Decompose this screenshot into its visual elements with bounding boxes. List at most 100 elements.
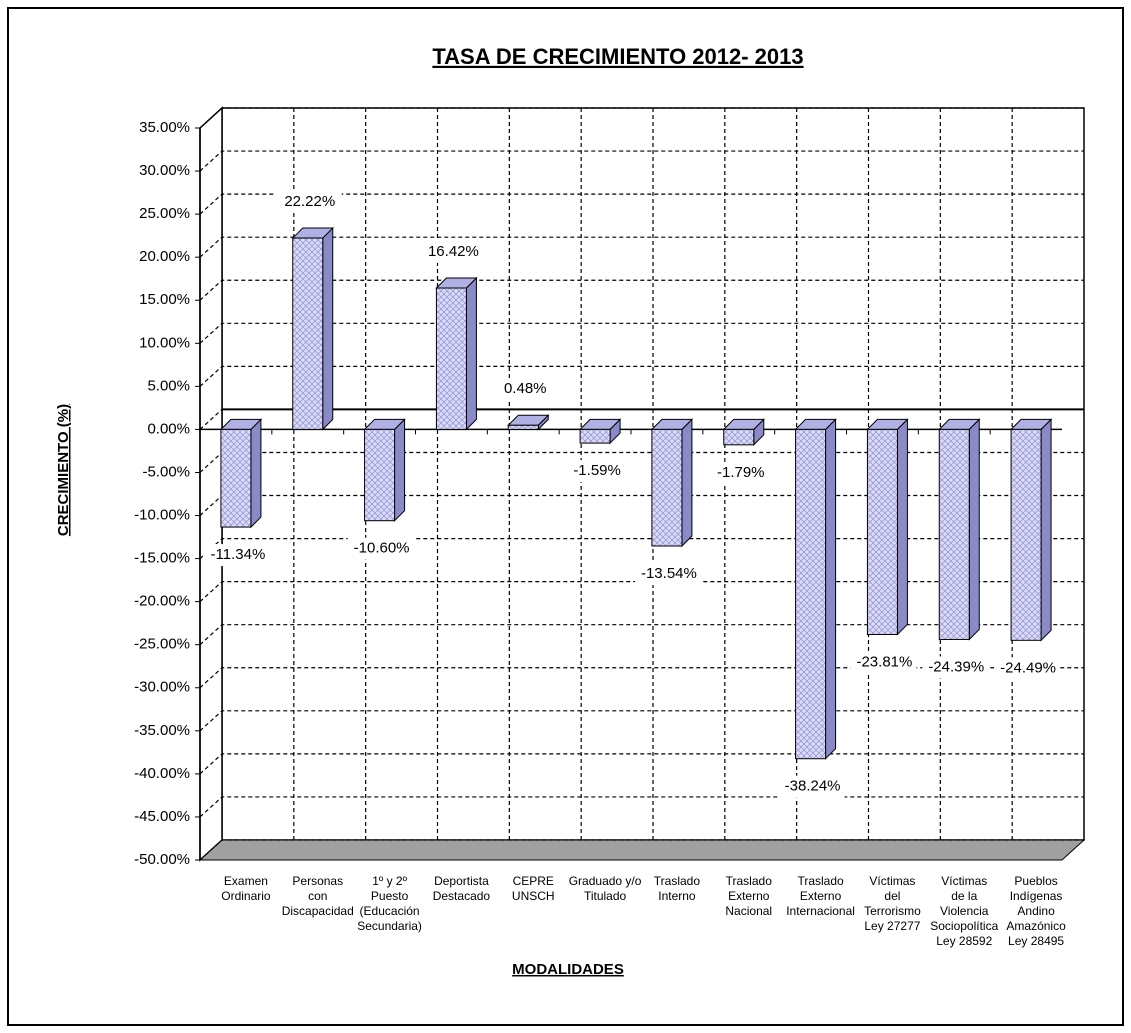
y-axis-title: CRECIMIENTO (%) (55, 404, 72, 536)
x-tick-label: Deportista Destacado (433, 874, 491, 903)
x-tick-label-line: Víctimas (869, 874, 915, 888)
bar (938, 428, 970, 640)
x-tick-label-line: Discapacidad (282, 904, 354, 918)
grid-line (199, 279, 1084, 301)
x-tick-label: Graduado y/o Titulado (569, 874, 642, 903)
value-label: -1.59% (573, 462, 621, 479)
x-tick-label-line: con (308, 889, 327, 903)
bar-side (250, 418, 262, 529)
value-label: -24.49% (1000, 659, 1056, 676)
bar (507, 424, 539, 430)
bar-side (896, 418, 908, 636)
y-tick-label: 25.00% (139, 205, 190, 222)
y-tick-label: -45.00% (134, 808, 190, 825)
value-label-bg (634, 563, 701, 586)
x-tick-label: 1º y 2º Puesto (Educación Secundaria) (357, 874, 422, 933)
value-label: -13.54% (641, 565, 697, 582)
value-label-bg (203, 544, 270, 567)
y-tick-label: -25.00% (134, 636, 190, 653)
value-label-bg (491, 378, 558, 401)
side-wall (199, 106, 223, 862)
value-label: -1.79% (717, 464, 765, 481)
value-label-bg (563, 460, 630, 483)
bar (866, 428, 898, 635)
bar (723, 428, 755, 446)
x-tick-label-line: Terrorismo (864, 904, 921, 918)
value-label: -11.34% (211, 546, 266, 563)
x-tick-label-line: Ley 28592 (936, 934, 992, 948)
bar-side (825, 418, 837, 760)
x-tick-label-line: Interno (658, 889, 696, 903)
bar (220, 428, 252, 528)
bar (1010, 428, 1042, 641)
y-tick-label: -40.00% (134, 765, 190, 782)
bar-side (465, 276, 477, 431)
bar (795, 428, 827, 760)
y-tick-label: 35.00% (139, 119, 190, 136)
x-tick-label-line: de la (951, 889, 977, 903)
value-label-bg (347, 537, 414, 560)
x-tick-label-line: Examen (224, 874, 268, 888)
bar-side (394, 418, 406, 522)
bar (292, 237, 324, 430)
value-label: -38.24% (785, 778, 841, 795)
y-tick-label: 0.00% (147, 420, 190, 437)
value-label-bg (850, 651, 917, 674)
grid-line (199, 322, 1084, 344)
floor (198, 839, 1086, 861)
x-tick-label-line: Titulado (584, 889, 627, 903)
x-tick-label-line: Traslado (797, 874, 844, 888)
x-tick-label-line: Violencia (940, 904, 989, 918)
x-tick-label-line: Víctimas (941, 874, 987, 888)
x-tick-label-line: Andino (1017, 904, 1055, 918)
x-tick-label-line: Externo (800, 889, 842, 903)
x-tick-label-line: Indígenas (1010, 889, 1063, 903)
x-tick-label: Pueblos Indígenas Andino Amazónico Ley 28495 (1006, 874, 1066, 948)
x-tick-label-line: Ordinario (221, 889, 271, 903)
x-tick-label-line: Externo (728, 889, 770, 903)
x-tick-label-line: Ley 27277 (864, 919, 920, 933)
bar (364, 428, 396, 522)
x-axis-title: MODALIDADES (512, 961, 624, 978)
x-tick-label: Traslado Interno (654, 874, 701, 903)
x-tick-label-line: Traslado (654, 874, 701, 888)
x-tick-label-line: Deportista (434, 874, 489, 888)
y-tick-label: 15.00% (139, 291, 190, 308)
y-tick-label: -15.00% (134, 550, 190, 567)
x-tick-label-line: Amazónico (1006, 919, 1066, 933)
value-label: -10.60% (354, 540, 410, 557)
x-tick-label-line: CEPRE (513, 874, 554, 888)
chart-title: TASA DE CRECIMIENTO 2012- 2013 (432, 44, 803, 69)
value-label-bg (994, 657, 1061, 680)
value-label: 16.42% (428, 243, 479, 260)
bar-side (968, 418, 980, 641)
y-tick-label: -10.00% (134, 506, 190, 523)
x-tick-label-line: (Educación (360, 904, 420, 918)
x-tick-label-line: Nacional (725, 904, 772, 918)
y-tick-label: -30.00% (134, 679, 190, 696)
bar-side (1040, 418, 1052, 642)
x-tick-label-line: Pueblos (1014, 874, 1057, 888)
x-tick-label-line: Destacado (433, 889, 491, 903)
y-tick-label: 5.00% (147, 377, 190, 394)
value-label: -24.39% (928, 658, 984, 675)
y-tick-label: 30.00% (139, 162, 190, 179)
x-tick-label: Examen Ordinario (221, 874, 271, 903)
x-tick-label-line: Puesto (371, 889, 409, 903)
x-tick-label-line: Traslado (726, 874, 773, 888)
y-tick-label: -35.00% (134, 722, 190, 739)
bar (579, 428, 611, 444)
x-tick-label-line: Sociopolítica (930, 919, 998, 933)
y-tick-label: -20.00% (134, 593, 190, 610)
value-label: 22.22% (284, 193, 335, 210)
bar-side (322, 226, 334, 431)
x-tick-label-line: Graduado y/o (569, 874, 642, 888)
bar (651, 428, 683, 547)
x-tick-label-line: Ley 28495 (1008, 934, 1064, 948)
x-tick-label-line: Internacional (786, 904, 855, 918)
bar (435, 287, 467, 430)
x-tick-label: Traslado Externo Internacional (786, 874, 855, 918)
value-label-bg (922, 656, 989, 679)
x-tick-label: Víctimas del Terrorismo Ley 27277 (864, 874, 921, 933)
